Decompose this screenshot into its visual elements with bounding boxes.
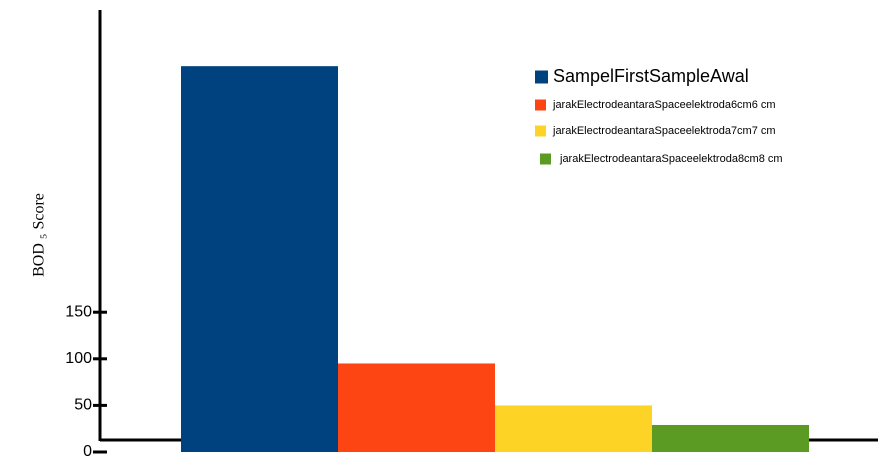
legend-swatch [535,70,548,84]
bar [181,66,338,453]
bar [652,424,809,452]
y-tick-label: 100 [65,350,92,367]
legend-label: jarakElectrodeantaraSpaceelektroda7cm7 c… [552,125,776,137]
y-axis-title: BOD ₅ Score [31,193,48,277]
bar [495,405,652,452]
y-tick-label: 0 [83,443,92,460]
legend-label: jarakElectrodeantaraSpaceelektroda8cm8 c… [559,153,783,165]
legend-swatch [540,153,551,165]
legend-label: jarakElectrodeantaraSpaceelektroda6cm6 c… [552,99,776,111]
legend-label: SampelFirstSampleAwal [553,66,749,86]
legend-swatch [535,99,546,111]
y-tick-label: 50 [74,397,92,414]
bar [338,363,495,452]
y-tick-label: 150 [65,303,92,320]
legend-swatch [535,125,546,137]
